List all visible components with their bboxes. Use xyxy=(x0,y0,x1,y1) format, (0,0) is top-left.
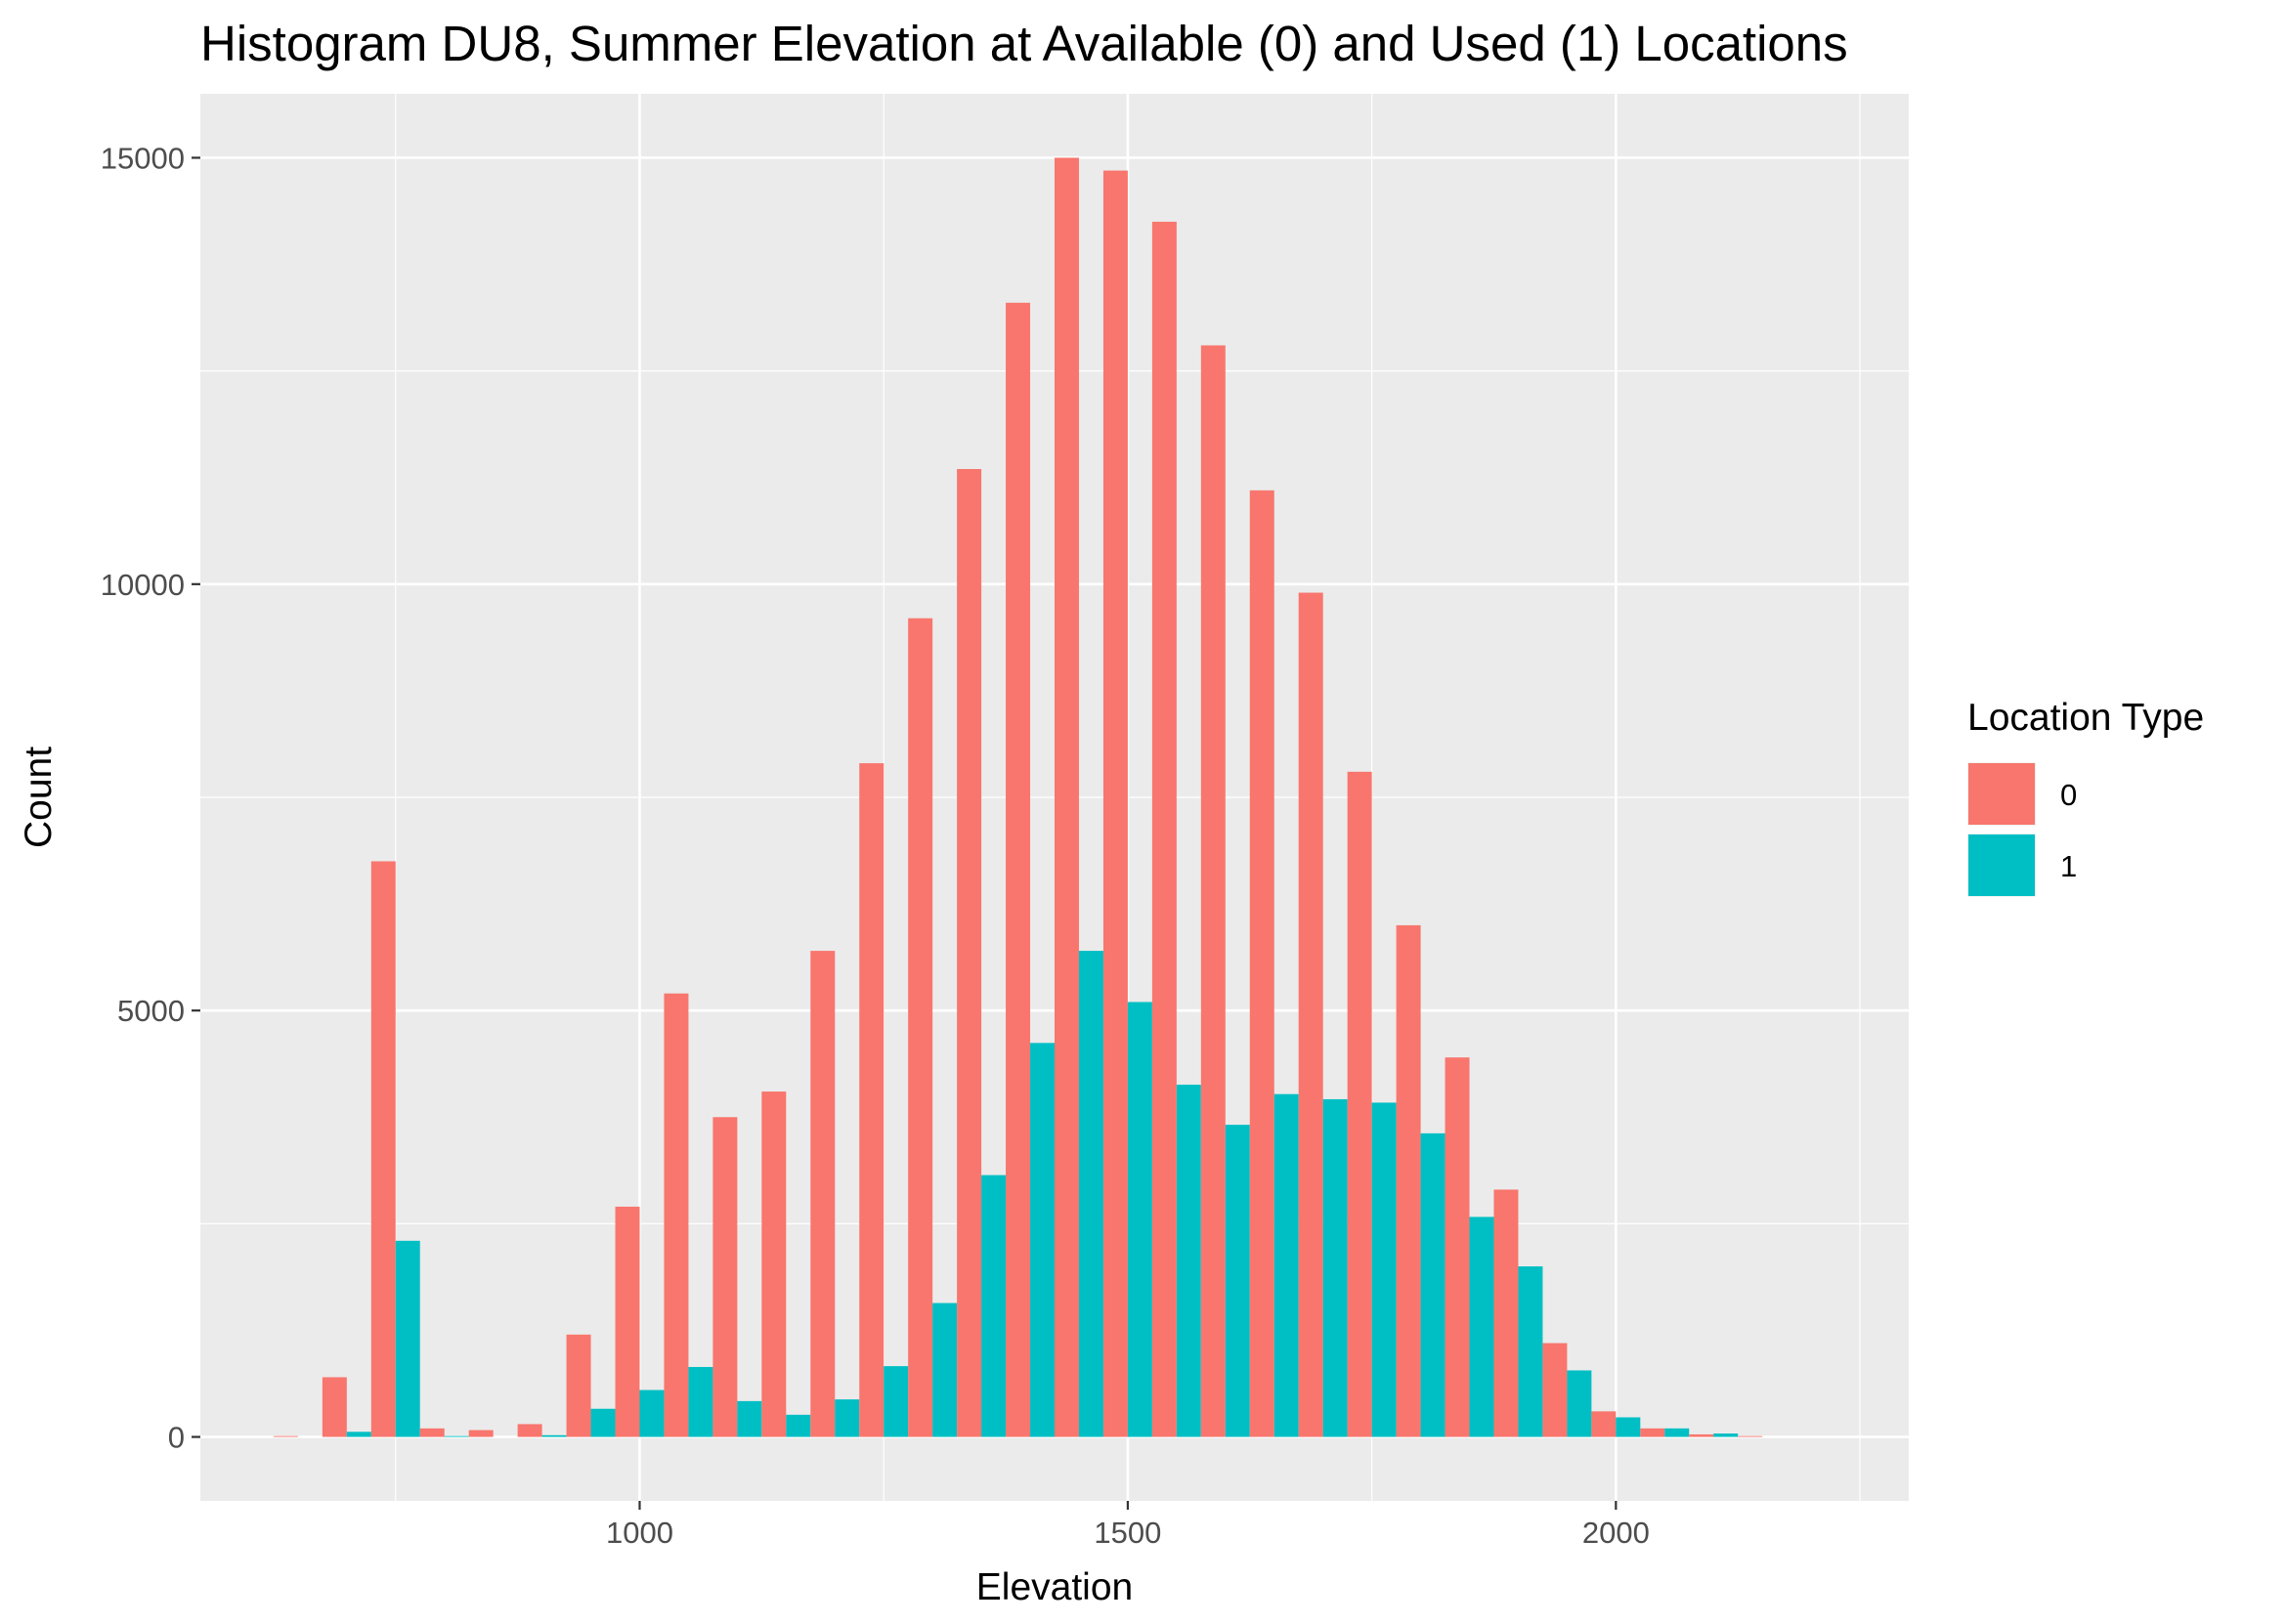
bar-series-1 xyxy=(1030,1043,1055,1437)
bar-series-0 xyxy=(273,1435,298,1437)
bar-series-0 xyxy=(370,861,396,1437)
bar-series-1 xyxy=(1225,1125,1250,1437)
bar-series-1 xyxy=(884,1366,909,1437)
x-axis-title: Elevation xyxy=(976,1566,1133,1608)
bar-series-0 xyxy=(615,1206,640,1437)
bars xyxy=(273,157,1763,1437)
bar-series-1 xyxy=(444,1435,469,1437)
bar-series-1 xyxy=(688,1366,713,1437)
legend-key-swatch xyxy=(1968,834,2035,896)
bar-series-0 xyxy=(1102,170,1128,1437)
bar-series-0 xyxy=(1591,1411,1617,1437)
bar-series-1 xyxy=(346,1432,371,1437)
bar-series-1 xyxy=(737,1400,762,1437)
bar-series-0 xyxy=(761,1091,787,1437)
legend-label: 1 xyxy=(2060,849,2077,883)
bar-series-0 xyxy=(1445,1057,1470,1437)
bar-series-1 xyxy=(835,1399,860,1437)
bar-series-0 xyxy=(712,1117,738,1437)
bar-series-0 xyxy=(908,618,933,1437)
bar-series-1 xyxy=(1616,1417,1641,1437)
bar-series-0 xyxy=(322,1377,347,1437)
bar-series-1 xyxy=(786,1414,811,1437)
bar-series-1 xyxy=(932,1303,958,1437)
bar-series-0 xyxy=(810,951,836,1437)
bar-series-1 xyxy=(639,1389,665,1437)
bar-series-1 xyxy=(590,1408,616,1437)
bar-series-0 xyxy=(1396,924,1421,1437)
bar-series-1 xyxy=(1713,1433,1739,1437)
y-tick-label: 10000 xyxy=(101,568,185,602)
x-axis: 1000 1500 2000 xyxy=(606,1501,1650,1550)
legend: Location Type 0 1 xyxy=(1967,697,2204,897)
bar-series-1 xyxy=(1518,1266,1543,1437)
bar-series-0 xyxy=(1200,345,1226,1437)
bar-series-0 xyxy=(468,1430,494,1437)
bar-series-1 xyxy=(1664,1428,1690,1437)
bar-series-0 xyxy=(566,1334,591,1437)
bar-series-1 xyxy=(1322,1098,1348,1437)
bar-series-0 xyxy=(1006,302,1031,1437)
bar-series-0 xyxy=(859,763,885,1437)
bar-series-1 xyxy=(395,1240,420,1437)
bar-series-0 xyxy=(517,1424,542,1437)
bar-series-1 xyxy=(1273,1093,1299,1437)
bar-series-0 xyxy=(1738,1435,1763,1437)
bar-series-1 xyxy=(1420,1133,1446,1437)
legend-key-swatch xyxy=(1968,763,2035,825)
x-tick-label: 1000 xyxy=(606,1516,673,1550)
bar-series-0 xyxy=(1689,1433,1714,1437)
y-axis-title: Count xyxy=(18,747,60,848)
bar-series-1 xyxy=(1176,1085,1201,1437)
legend-title: Location Type xyxy=(1967,697,2204,739)
bar-series-0 xyxy=(1493,1189,1519,1437)
bar-series-0 xyxy=(419,1428,445,1437)
bar-series-1 xyxy=(1371,1102,1397,1437)
y-tick-label: 5000 xyxy=(117,994,185,1028)
bar-series-0 xyxy=(1249,490,1274,1437)
bar-series-0 xyxy=(1055,157,1079,1437)
bar-series-1 xyxy=(981,1175,1007,1437)
bar-series-1 xyxy=(541,1434,567,1437)
bar-series-0 xyxy=(1542,1343,1568,1437)
bar-series-1 xyxy=(1469,1217,1494,1437)
bar-series-0 xyxy=(664,993,689,1437)
x-tick-label: 1500 xyxy=(1094,1516,1161,1550)
bar-series-0 xyxy=(957,469,982,1437)
bar-series-0 xyxy=(1640,1428,1665,1437)
bar-series-1 xyxy=(1127,1002,1152,1437)
bar-series-0 xyxy=(1347,771,1372,1437)
bar-series-0 xyxy=(1151,221,1177,1437)
bar-series-1 xyxy=(1078,951,1103,1437)
chart-title: Histogram DU8, Summer Elevation at Avail… xyxy=(200,16,1848,71)
legend-label: 0 xyxy=(2060,778,2077,812)
y-axis: 0 5000 10000 15000 xyxy=(101,141,200,1455)
y-tick-label: 15000 xyxy=(101,141,185,175)
bar-series-0 xyxy=(1298,592,1323,1437)
y-tick-label: 0 xyxy=(168,1421,185,1455)
bar-series-1 xyxy=(1567,1370,1592,1437)
x-tick-label: 2000 xyxy=(1582,1516,1650,1550)
